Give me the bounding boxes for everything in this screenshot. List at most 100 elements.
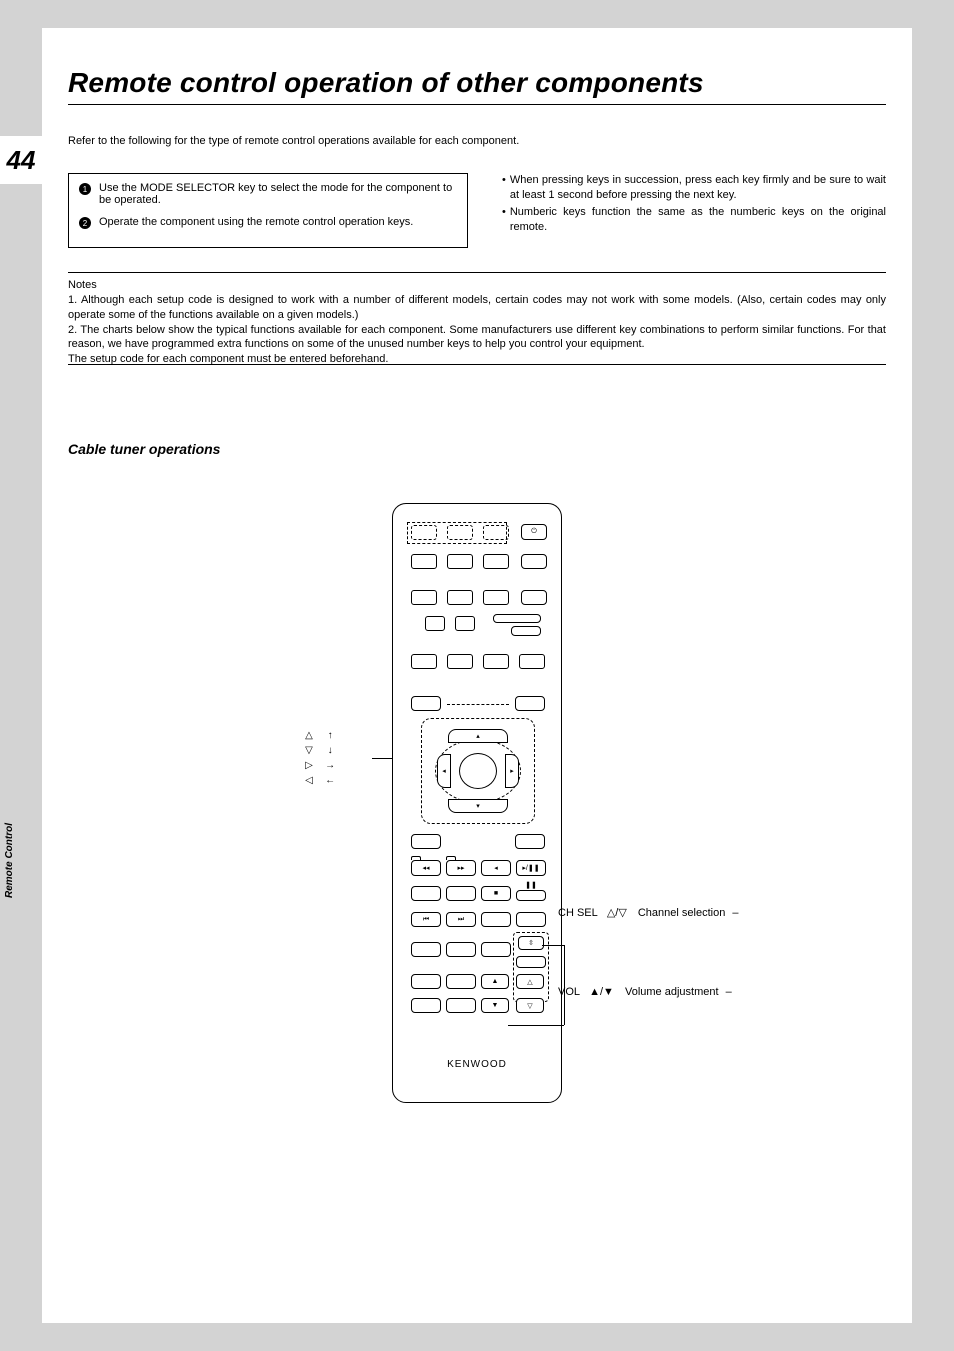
remote-btn — [411, 696, 441, 711]
remote-body: ⏻ — [392, 503, 562, 1103]
stop-icon: ■ — [494, 890, 498, 897]
remote-btn — [483, 654, 509, 669]
chsel-up-button: ▲ — [481, 974, 509, 989]
dpad-down: ▾ — [448, 799, 508, 813]
stop-button: ■ — [481, 886, 511, 901]
remote-btn — [411, 834, 441, 849]
remote-btn — [515, 696, 545, 711]
tip-text: Numberic keys function the same as the n… — [510, 205, 886, 235]
rew-icon: ◂◂ — [422, 864, 429, 872]
legend-sym: ▷ — [304, 758, 314, 773]
remote-btn — [511, 626, 541, 636]
skip-fwd-button: ⏭ — [446, 912, 476, 927]
callout-chsel: CH SEL △/▽ Channel selection – — [558, 906, 744, 919]
callout-label: CH SEL — [558, 907, 598, 919]
pause-icon: ❚❚ — [525, 881, 537, 889]
dpad-leader — [447, 704, 509, 705]
notes-rule-top — [68, 272, 886, 273]
remote-btn — [516, 890, 546, 901]
prev-button: ◂ — [481, 860, 511, 876]
cursor-arrow-legend: △ ↑ ▽ ↓ ▷ → ◁ ← — [304, 728, 335, 788]
chsel-dn-icon: ▼ — [492, 1002, 499, 1009]
remote-btn — [519, 654, 545, 669]
dpad-left: ◂ — [437, 754, 451, 788]
page-title: Remote control operation of other compon… — [68, 67, 704, 99]
skip-back-button: ⏮ — [411, 912, 441, 927]
remote-btn — [521, 554, 547, 569]
title-rule — [68, 104, 886, 105]
btn-tab — [411, 856, 421, 860]
page-inner: Remote control operation of other compon… — [42, 28, 912, 1323]
play-pause-button: ▸/❚❚ — [516, 860, 546, 876]
skip-fwd-icon: ⏭ — [458, 916, 464, 924]
remote-btn — [447, 654, 473, 669]
callout-symbol: ▲/▼ — [589, 986, 614, 998]
step-row: 1 Use the MODE SELECTOR key to select th… — [79, 182, 457, 206]
step-text: Operate the component using the remote c… — [99, 216, 413, 229]
step-bullet-1: 1 — [79, 183, 91, 195]
legend-sym: ▽ — [304, 743, 314, 758]
chsel-down-button: ▼ — [481, 998, 509, 1013]
step-text: Use the MODE SELECTOR key to select the … — [99, 182, 457, 206]
remote-btn — [481, 942, 511, 957]
legend-arrow: ↑ — [325, 728, 335, 743]
play-pause-icon: ▸/❚❚ — [522, 864, 539, 872]
manual-page: Remote control operation of other compon… — [42, 28, 912, 1323]
remote-btn — [516, 956, 546, 968]
dpad-up: ▴ — [448, 729, 508, 743]
legend-arrow: → — [325, 758, 335, 773]
ff-icon: ▸▸ — [457, 864, 464, 872]
callout-leader — [508, 1025, 564, 1026]
updown-icon: ⇳ — [528, 939, 534, 947]
remote-btn — [411, 998, 441, 1013]
vol-down-icon: ▽ — [527, 1002, 532, 1010]
brand-label: KENWOOD — [393, 1059, 561, 1070]
remote-btn — [411, 590, 437, 605]
remote-btn — [516, 912, 546, 927]
mode-btn — [447, 525, 473, 540]
vol-up-button: △ — [516, 974, 544, 989]
bullet-dot: • — [502, 205, 506, 235]
skip-back-icon: ⏮ — [423, 916, 429, 924]
notes-block: Notes 1. Although each setup code is des… — [68, 278, 886, 367]
remote-btn — [483, 554, 509, 569]
remote-btn — [411, 942, 441, 957]
callout-label: VOL — [558, 986, 580, 998]
callout-symbol: △/▽ — [607, 907, 627, 919]
legend-arrow: ← — [325, 773, 335, 788]
legend-sym: △ — [304, 728, 314, 743]
remote-btn — [446, 998, 476, 1013]
step-bullet-2: 2 — [79, 217, 91, 229]
notes-heading: Notes — [68, 278, 886, 293]
callout-vol: VOL ▲/▼ Volume adjustment – — [558, 986, 738, 998]
legend-sym: ◁ — [304, 773, 314, 788]
remote-btn — [411, 886, 441, 901]
callout-leader-v — [564, 945, 565, 1025]
tip-row: • Numberic keys function the same as the… — [502, 205, 886, 235]
chsel-up-icon: ▲ — [492, 978, 499, 985]
section-subheading: Cable tuner operations — [68, 441, 220, 457]
remote-btn — [515, 834, 545, 849]
callout-dash: – — [726, 986, 734, 998]
mode-btn — [483, 525, 509, 540]
vol-up-icon: △ — [527, 978, 532, 986]
remote-btn — [447, 554, 473, 569]
dpad-center — [459, 753, 497, 789]
remote-illustration: ⏻ — [392, 503, 562, 1103]
remote-btn — [411, 654, 437, 669]
callout-desc: Channel selection — [638, 907, 725, 919]
remote-btn — [411, 554, 437, 569]
tip-text: When pressing keys in succession, press … — [510, 173, 886, 203]
chsel-updown: ⇳ — [518, 936, 544, 950]
ff-button: ▸▸ — [446, 860, 476, 876]
remote-btn — [446, 974, 476, 989]
remote-btn-wide — [493, 614, 541, 623]
remote-btn — [411, 974, 441, 989]
remote-btn — [446, 942, 476, 957]
notes-rule-bot — [68, 364, 886, 365]
remote-btn — [455, 616, 475, 631]
callout-dash: – — [732, 907, 740, 919]
intro-text: Refer to the following for the type of r… — [68, 135, 519, 147]
btn-tab — [446, 856, 456, 860]
rew-button: ◂◂ — [411, 860, 441, 876]
